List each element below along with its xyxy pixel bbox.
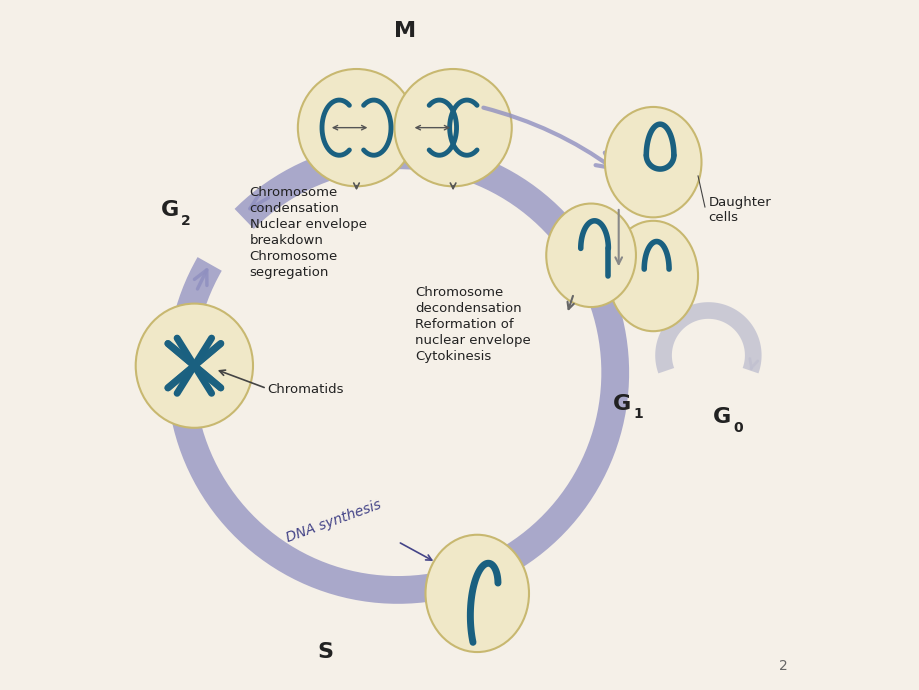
Ellipse shape — [605, 107, 701, 217]
Text: Chromosome
decondensation
Reformation of
nuclear envelope
Cytokinesis: Chromosome decondensation Reformation of… — [414, 286, 530, 364]
Ellipse shape — [136, 304, 253, 428]
Text: Chromosome
condensation
Nuclear envelope
breakdown
Chromosome
segregation: Chromosome condensation Nuclear envelope… — [249, 186, 366, 279]
Text: S: S — [317, 642, 333, 662]
Text: 1: 1 — [632, 407, 642, 421]
Text: G: G — [712, 408, 731, 427]
Ellipse shape — [425, 535, 528, 652]
Text: 0: 0 — [732, 421, 742, 435]
Text: 2: 2 — [181, 214, 191, 228]
Text: Daughter
cells: Daughter cells — [708, 197, 770, 224]
Text: Chromatids: Chromatids — [267, 384, 343, 396]
Text: DNA synthesis: DNA synthesis — [284, 497, 382, 544]
Text: G: G — [161, 201, 179, 220]
Ellipse shape — [394, 69, 511, 186]
Ellipse shape — [546, 204, 635, 307]
Text: G: G — [612, 394, 630, 413]
Ellipse shape — [298, 69, 414, 186]
Text: 2: 2 — [778, 659, 787, 673]
Text: M: M — [393, 21, 415, 41]
Ellipse shape — [607, 221, 698, 331]
